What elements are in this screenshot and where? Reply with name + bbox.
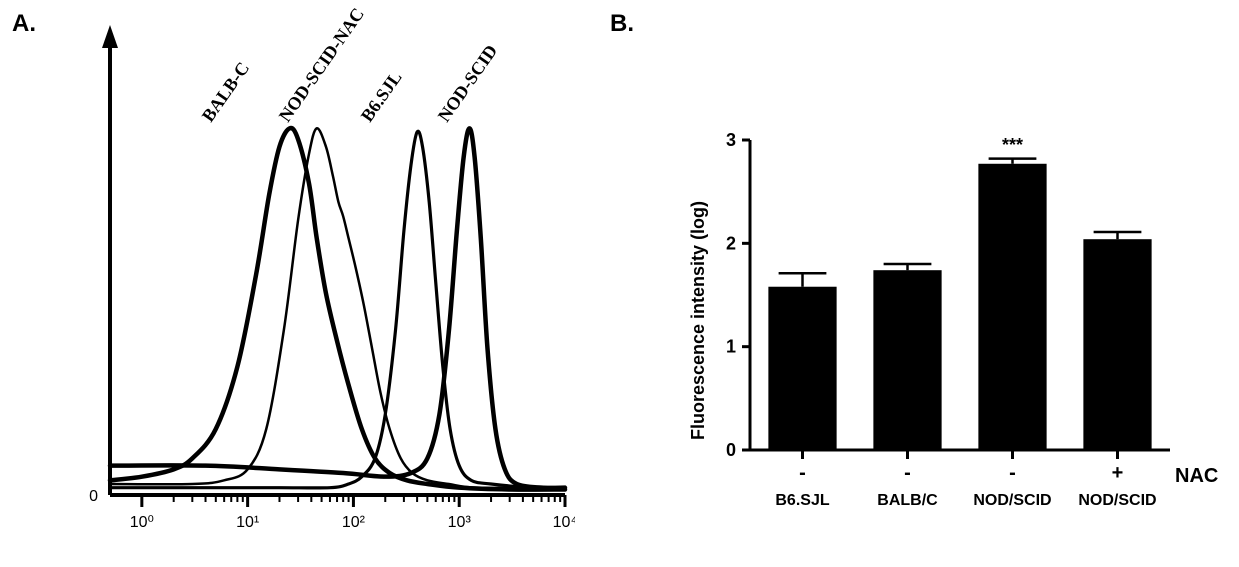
panel-a-label: A.: [12, 10, 36, 38]
svg-text:1: 1: [726, 337, 736, 357]
significance-marker: ***: [993, 135, 1033, 156]
svg-text:0: 0: [726, 440, 736, 460]
svg-text:10⁴: 10⁴: [553, 514, 575, 531]
nac-symbol: +: [1103, 462, 1133, 485]
nac-symbol: -: [998, 462, 1028, 485]
y-axis-title: Fluorescence intensity (log): [688, 201, 709, 440]
nac-symbol: -: [893, 462, 923, 485]
panel-b-label: B.: [610, 10, 634, 38]
svg-text:10³: 10³: [448, 514, 472, 531]
nac-symbol: -: [788, 462, 818, 485]
svg-text:10¹: 10¹: [236, 514, 259, 531]
category-label: NOD/SCID: [958, 492, 1068, 510]
bar-chart-panel: Fluorescence intensity (log) 0 1 2 3 - B6.SJ…: [680, 120, 1220, 540]
category-label: BALB/C: [853, 492, 963, 510]
svg-text:3: 3: [726, 130, 736, 150]
svg-text:0: 0: [89, 488, 98, 505]
category-label: NOD/SCID: [1063, 492, 1173, 510]
histogram-panel: BALB-CNOD-SCID-NACB6.SJLNOD-SCID 10⁰10¹1…: [55, 20, 575, 540]
bar-chart-svg: 0 1 2 3: [680, 120, 1220, 540]
svg-text:2: 2: [726, 233, 736, 253]
figure-root: A. BALB-CNOD-SCID-NACB6.SJLNOD-SCID 10⁰1…: [0, 0, 1239, 567]
svg-text:10⁰: 10⁰: [130, 514, 154, 531]
category-label: B6.SJL: [748, 492, 858, 510]
nac-title: NAC: [1175, 465, 1218, 488]
svg-text:10²: 10²: [342, 514, 366, 531]
histogram-svg: 10⁰ 10¹ 10² 10³ 10⁴ 0: [55, 20, 575, 540]
